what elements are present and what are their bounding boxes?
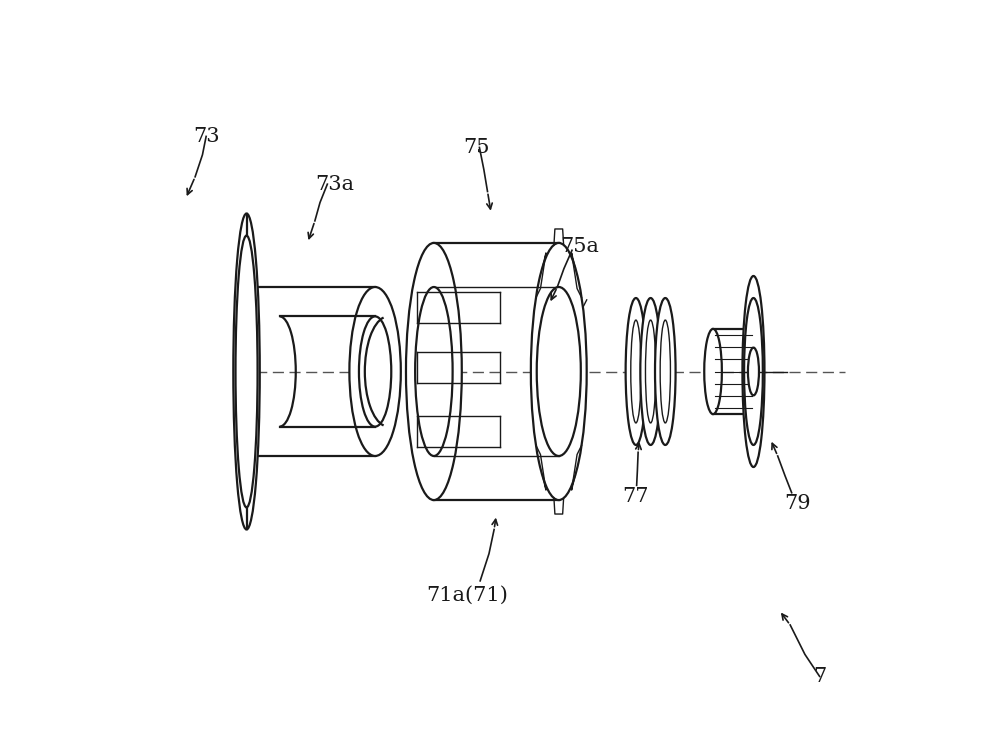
Ellipse shape (537, 287, 581, 456)
Text: 79: 79 (784, 494, 811, 513)
Ellipse shape (748, 348, 759, 395)
Ellipse shape (626, 298, 646, 445)
Ellipse shape (742, 276, 764, 467)
Text: 71a(71): 71a(71) (426, 586, 508, 605)
Ellipse shape (531, 243, 587, 500)
Ellipse shape (349, 287, 401, 456)
Text: 75: 75 (463, 138, 490, 157)
Ellipse shape (655, 298, 676, 445)
Text: 7: 7 (813, 667, 826, 686)
Text: 77: 77 (623, 487, 649, 506)
Ellipse shape (236, 236, 258, 507)
Ellipse shape (704, 329, 722, 414)
Ellipse shape (640, 298, 661, 445)
Ellipse shape (406, 243, 462, 500)
Ellipse shape (415, 287, 453, 456)
Ellipse shape (233, 213, 260, 530)
Ellipse shape (359, 317, 391, 426)
Text: 75a: 75a (560, 237, 599, 256)
Text: 73a: 73a (315, 175, 354, 194)
Ellipse shape (744, 298, 763, 445)
Text: 73: 73 (193, 127, 219, 146)
